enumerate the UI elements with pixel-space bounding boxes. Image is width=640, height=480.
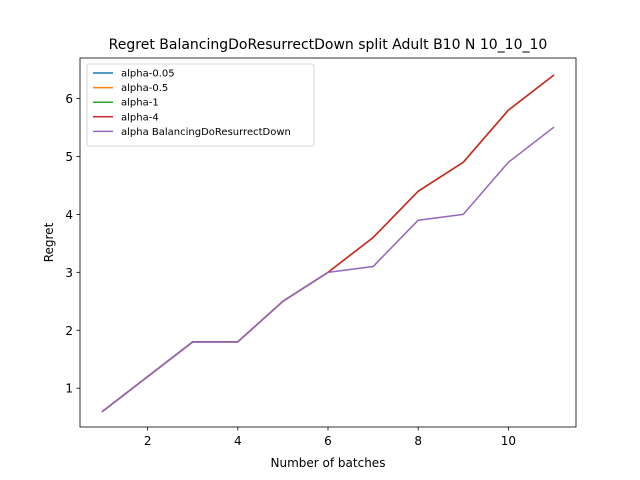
x-tick-label: 10 <box>501 434 516 448</box>
legend-box <box>86 63 315 147</box>
series-line-4 <box>101 126 555 413</box>
y-tick-label: 2 <box>65 324 73 338</box>
chart-title: Regret BalancingDoResurrectDown split Ad… <box>109 37 548 53</box>
y-axis-ticks: 1 2 3 4 5 6 <box>65 92 80 396</box>
x-tick-label: 2 <box>144 434 152 448</box>
legend-entry-label: alpha-0.5 <box>121 83 168 94</box>
y-tick-label: 1 <box>65 382 73 396</box>
x-tick-label: 4 <box>234 434 242 448</box>
legend-entry-label: alpha-1 <box>121 98 159 109</box>
axes-frame <box>79 57 577 428</box>
legend-entry-label: alpha-4 <box>121 112 159 123</box>
legend-entry-label: alpha BalancingDoResurrectDown <box>121 127 291 138</box>
series-lines <box>101 74 555 413</box>
y-axis-label: Regret <box>42 222 56 262</box>
y-tick-label: 6 <box>65 92 73 106</box>
y-tick-label: 3 <box>65 266 73 280</box>
x-axis-label: Number of batches <box>271 456 386 470</box>
y-tick-label: 4 <box>65 208 73 222</box>
x-tick-label: 6 <box>324 434 332 448</box>
x-tick-label: 8 <box>414 434 422 448</box>
x-axis-ticks: 2 4 6 8 10 <box>144 427 516 448</box>
legend: alpha-0.05 alpha-0.5 alpha-1 alpha-4 alpha B… <box>86 63 315 147</box>
y-tick-label: 5 <box>65 150 73 164</box>
legend-entry-label: alpha-0.05 <box>121 69 175 80</box>
